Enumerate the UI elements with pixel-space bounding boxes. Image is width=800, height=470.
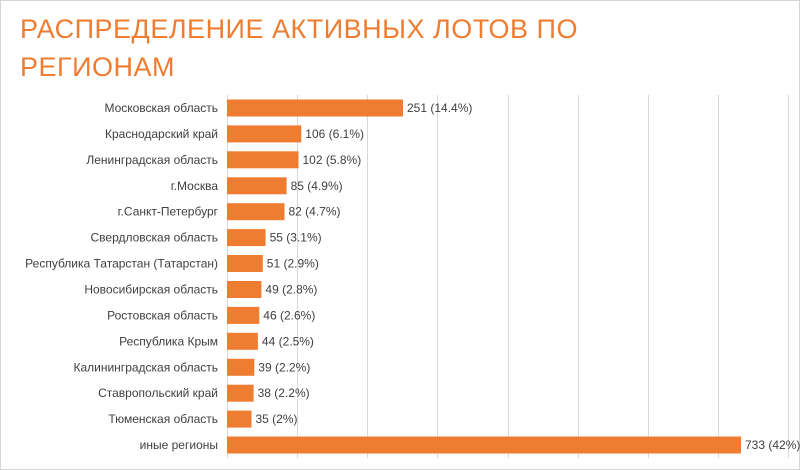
category-label: Ставропольский край bbox=[98, 386, 218, 400]
bar bbox=[227, 436, 741, 454]
bar bbox=[227, 255, 263, 272]
category-label: Свердловская область bbox=[91, 231, 218, 245]
chart-title: РАСПРЕДЕЛЕНИЕ АКТИВНЫХ ЛОТОВ ПО РЕГИОНАМ bbox=[20, 14, 578, 82]
data-label: 55 (3.1%) bbox=[270, 231, 322, 245]
bar bbox=[227, 410, 252, 428]
bar bbox=[227, 332, 258, 350]
bar bbox=[227, 203, 285, 221]
category-label: Ленинградская область bbox=[86, 153, 218, 167]
data-labels: 251 (14.4%) 106 (6.1%) 102 (5.8%) 85 (4.9%)… bbox=[256, 101, 800, 452]
category-label: Московская область bbox=[104, 101, 218, 115]
bar bbox=[227, 281, 262, 298]
bar bbox=[227, 99, 403, 117]
data-label: 46 (2.6%) bbox=[263, 308, 315, 322]
data-label: 38 (2.2%) bbox=[258, 386, 310, 400]
bar bbox=[227, 151, 299, 169]
bar bbox=[227, 306, 260, 324]
data-label: 35 (2%) bbox=[256, 412, 298, 426]
category-label: Краснодарский край bbox=[105, 127, 218, 141]
bar bbox=[227, 358, 255, 376]
category-label: Тюменская область bbox=[108, 412, 218, 426]
category-label: г.Санкт-Петербург bbox=[118, 205, 219, 219]
bar bbox=[227, 177, 287, 195]
bar bbox=[227, 229, 266, 247]
data-label: 85 (4.9%) bbox=[291, 179, 343, 193]
data-label: 82 (4.7%) bbox=[289, 205, 341, 219]
category-label: Калининградская область bbox=[73, 360, 218, 374]
data-label: 251 (14.4%) bbox=[407, 101, 472, 115]
category-labels: Московская область Краснодарский край Лени… bbox=[25, 101, 218, 452]
data-label: 51 (2.9%) bbox=[267, 257, 319, 271]
bar bbox=[227, 125, 302, 143]
data-label: 49 (2.8%) bbox=[265, 283, 317, 297]
category-label: г.Москва bbox=[171, 179, 219, 193]
category-label: Республика Татарстан (Татарстан) bbox=[25, 257, 218, 271]
bar bbox=[227, 384, 254, 402]
gridlines bbox=[227, 95, 789, 458]
data-label: 102 (5.8%) bbox=[303, 153, 362, 167]
category-label: Ростовская область bbox=[107, 308, 218, 322]
data-label: 106 (6.1%) bbox=[305, 127, 364, 141]
data-label: 44 (2.5%) bbox=[262, 334, 314, 348]
category-label: Новосибирская область bbox=[84, 283, 218, 297]
category-label: Республика Крым bbox=[119, 334, 218, 348]
data-label: 733 (42%) bbox=[745, 438, 800, 452]
data-label: 39 (2.2%) bbox=[258, 360, 310, 374]
category-label: иные регионы bbox=[140, 438, 218, 452]
bars bbox=[227, 99, 741, 454]
